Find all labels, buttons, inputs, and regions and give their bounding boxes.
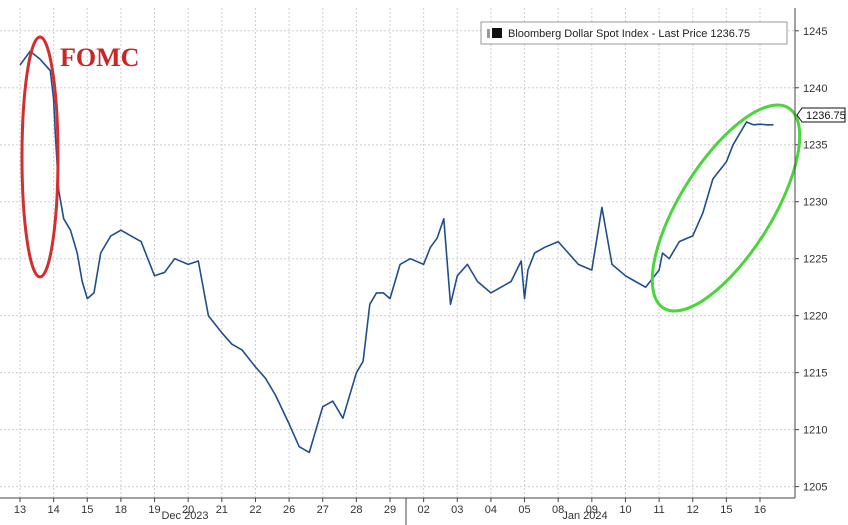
y-axis-ticks: 1205 1210 1215 1220 1225 1230 1235 1240 1245: [795, 26, 827, 494]
series-line-dollar-index: [19, 50, 774, 454]
grid: [0, 8, 795, 498]
legend-box: [480, 21, 788, 45]
fomc-annotation: FOMC: [60, 43, 139, 72]
y-tick-label: 1240: [803, 83, 827, 95]
x-tick-label: 14: [48, 504, 60, 516]
x-axis-ticks: 13 14 15 18 19 20 21 22 26 27 28 29 02 03 04 05 08 09 10 11…: [14, 498, 766, 516]
legend-text: Bloomberg Dollar Spot Index - Last Price…: [508, 28, 750, 40]
legend-swatch: [492, 28, 502, 38]
last-price-flag: [796, 107, 846, 123]
series-layer: [19, 50, 774, 454]
x-tick-label: 21: [216, 504, 228, 516]
fomc-ellipse: [20, 35, 60, 279]
x-tick-label: 18: [115, 504, 127, 516]
recent-rally-ellipse: [650, 103, 802, 313]
x-tick-label: 13: [14, 504, 26, 516]
legend-marker-bar: [487, 29, 490, 38]
month-labels: Dec 2023 Jan 2024: [161, 510, 607, 522]
x-tick-label: 12: [687, 504, 699, 516]
x-tick-label: 15: [81, 504, 93, 516]
last-price-label: 1236.75: [806, 110, 846, 122]
x-tick-label: 16: [754, 504, 766, 516]
y-tick-label: 1245: [803, 26, 827, 38]
y-tick-label: 1230: [803, 197, 827, 209]
x-tick-label: 15: [720, 504, 732, 516]
x-tick-label: 27: [317, 504, 329, 516]
x-tick-label: 29: [384, 504, 396, 516]
last-price-tag: 1236.75: [796, 107, 846, 123]
x-tick-label: 04: [485, 504, 497, 516]
y-tick-label: 1215: [803, 368, 827, 380]
x-tick-label: 20: [182, 504, 194, 516]
x-tick-label: 26: [283, 504, 295, 516]
x-tick-label: 11: [653, 504, 664, 516]
month-label-jan: Jan 2024: [562, 510, 607, 522]
x-tick-label: 05: [518, 504, 530, 516]
x-tick-label: 08: [552, 504, 564, 516]
y-tick-label: 1220: [803, 311, 827, 323]
y-tick-label: 1210: [803, 425, 827, 437]
month-label-dec: Dec 2023: [161, 510, 208, 522]
legend: Bloomberg Dollar Spot Index - Last Price…: [480, 21, 788, 45]
y-tick-label: 1225: [803, 254, 827, 266]
x-tick-label: 09: [586, 504, 598, 516]
x-tick-label: 10: [619, 504, 631, 516]
x-tick-label: 22: [249, 504, 261, 516]
x-tick-label: 28: [350, 504, 362, 516]
x-tick-label: 19: [148, 504, 160, 516]
x-tick-label: 03: [451, 504, 463, 516]
y-tick-label: 1205: [803, 482, 827, 494]
y-tick-label: 1235: [803, 140, 827, 152]
x-tick-label: 02: [418, 504, 430, 516]
